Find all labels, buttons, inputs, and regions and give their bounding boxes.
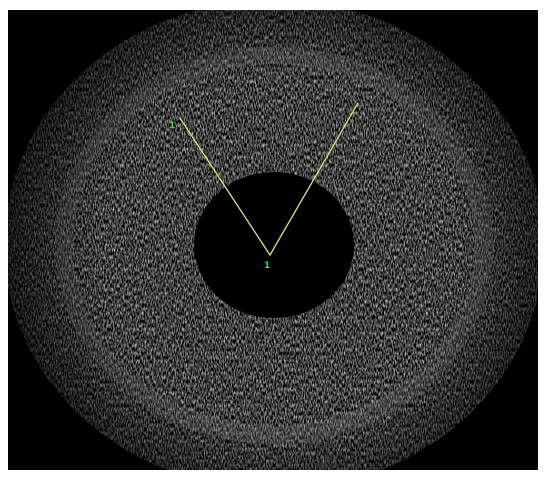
vignette bbox=[8, 10, 538, 470]
measurement-lines bbox=[179, 102, 359, 257]
marker-label: 1 bbox=[169, 121, 175, 131]
marker-label: 1 bbox=[264, 261, 270, 271]
